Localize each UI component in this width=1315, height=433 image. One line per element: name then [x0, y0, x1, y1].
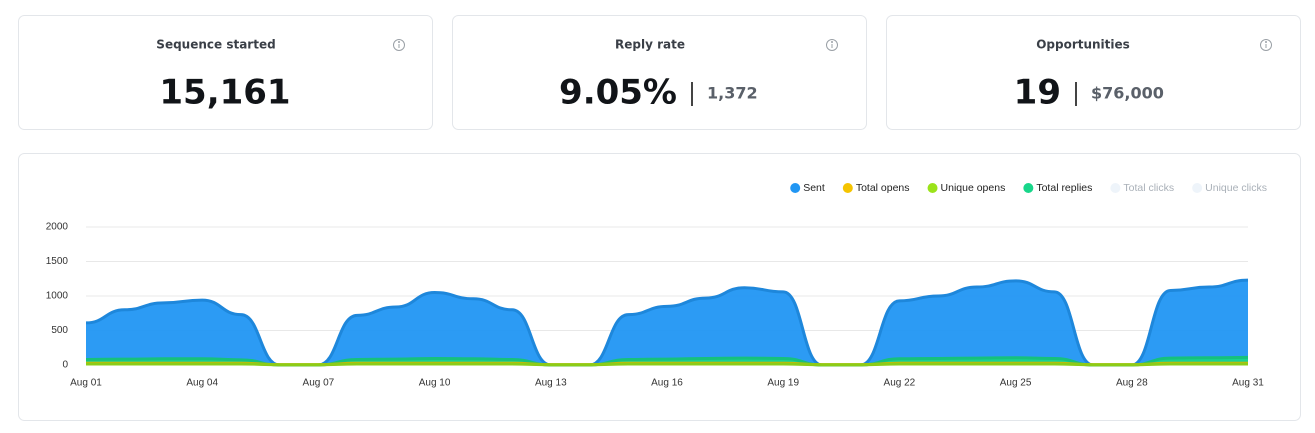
plot: 0 500 1000 1500 2000 Aug 01 Aug 04 Aug 07 Aug 10…	[46, 222, 1265, 389]
info-icon[interactable]	[826, 39, 838, 51]
legend-label[interactable]: Unique clicks	[1205, 182, 1267, 194]
card-value: 9.05%	[559, 73, 677, 113]
legend: Sent Total opens Unique opens Total replies…	[790, 182, 1267, 194]
x-tick-label: Aug 04	[186, 378, 218, 389]
legend-swatch[interactable]	[1192, 183, 1203, 193]
card	[18, 15, 433, 130]
area-line	[86, 362, 1248, 367]
x-tick-label: Aug 19	[767, 378, 799, 389]
y-tick-label: 500	[51, 325, 68, 336]
x-tick-label: Aug 01	[70, 378, 102, 389]
legend-label[interactable]: Total replies	[1036, 182, 1092, 194]
x-tick-label: Aug 25	[1000, 378, 1032, 389]
x-tick-label: Aug 13	[535, 378, 567, 389]
info-icon[interactable]	[1260, 39, 1272, 51]
y-tick-label: 1000	[46, 291, 69, 302]
x-tick-label: Aug 16	[651, 378, 683, 389]
x-tick-label: Aug 07	[303, 378, 335, 389]
legend-label[interactable]: Total clicks	[1123, 182, 1174, 194]
card	[452, 15, 867, 130]
card	[886, 15, 1301, 130]
y-tick-label: 2000	[46, 222, 69, 233]
info-icon[interactable]	[393, 39, 405, 51]
legend-swatch[interactable]	[1023, 183, 1034, 193]
card-value: 15,161	[159, 73, 290, 113]
card-secondary: $76,000	[1091, 84, 1164, 103]
card-label: Reply rate	[615, 38, 685, 52]
legend-swatch[interactable]	[842, 183, 853, 193]
area	[86, 280, 1248, 365]
card-label: Opportunities	[1036, 38, 1130, 52]
y-tick-label: 1500	[46, 256, 69, 267]
x-tick-label: Aug 31	[1232, 378, 1264, 389]
card-label: Sequence started	[156, 38, 275, 52]
legend-swatch[interactable]	[790, 183, 801, 193]
legend-label[interactable]: Unique opens	[941, 182, 1006, 194]
card-secondary: 1,372	[707, 84, 758, 103]
x-tick-label: Aug 10	[419, 378, 451, 389]
y-tick-label: 0	[62, 360, 68, 371]
legend-label[interactable]: Total opens	[856, 182, 910, 194]
legend-swatch[interactable]	[927, 183, 938, 193]
card-value: 19	[1014, 73, 1061, 113]
legend-swatch[interactable]	[1110, 183, 1121, 193]
x-tick-label: Aug 22	[884, 378, 916, 389]
legend-label[interactable]: Sent	[803, 182, 825, 194]
x-tick-label: Aug 28	[1116, 378, 1148, 389]
